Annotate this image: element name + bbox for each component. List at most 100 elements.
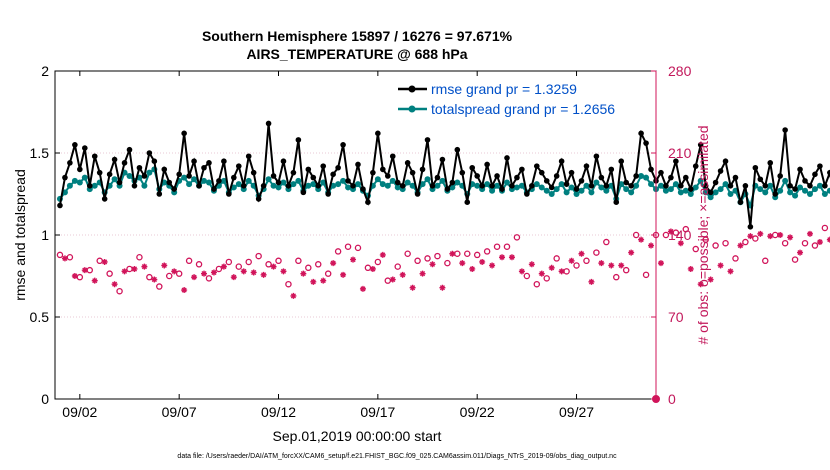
obs-assimilated-point <box>369 265 376 272</box>
spread-point <box>707 194 714 201</box>
right-y-axis-label: # of obs: o=possible; ×=assimilated <box>695 125 711 344</box>
obs-possible-point <box>473 251 481 259</box>
obs-possible-point <box>752 235 759 242</box>
obs-possible-point <box>136 254 143 261</box>
obs-assimilated-point <box>508 254 515 261</box>
rmse-point <box>146 150 153 156</box>
rmse-point <box>692 163 699 169</box>
spread-point <box>474 182 481 189</box>
obs-assimilated-point <box>71 273 78 279</box>
rmse-point <box>543 178 550 184</box>
x-tick-label: 09/22 <box>460 404 495 420</box>
obs-assimilated-point <box>250 269 257 276</box>
rmse-point <box>439 156 446 163</box>
left-y-tick-label: 0 <box>41 391 49 407</box>
obs-assimilated-point <box>697 281 704 288</box>
spread-point <box>374 176 381 183</box>
spread-point <box>821 191 828 197</box>
rmse-point <box>822 183 828 189</box>
rmse-point <box>270 173 277 179</box>
obs-assimilated-point <box>568 257 575 264</box>
obs-assimilated-point <box>280 268 287 275</box>
obs-assimilated-point <box>111 281 118 288</box>
rmse-point <box>424 137 431 143</box>
obs-possible-point <box>344 243 352 250</box>
rmse-point <box>479 183 485 189</box>
rmse-point <box>663 183 669 189</box>
rmse-point <box>538 169 545 176</box>
spread-point <box>802 187 809 194</box>
rmse-point <box>394 179 401 186</box>
rmse-point <box>320 163 327 169</box>
obs-assimilated-point <box>538 270 545 277</box>
gridlines <box>55 152 656 318</box>
obs-possible-point <box>295 257 302 265</box>
spread-point <box>777 187 784 194</box>
obs-assimilated-point <box>757 230 764 237</box>
obs-assimilated-point <box>290 292 297 299</box>
rmse-point <box>742 183 749 189</box>
obs-assimilated-point <box>657 260 664 267</box>
obs-assimilated-point <box>121 268 128 275</box>
rmse-point <box>305 166 312 173</box>
obs-possible-point <box>414 257 421 265</box>
spread-point <box>310 181 317 188</box>
obs-assimilated-point <box>816 239 823 246</box>
obs-possible-point <box>76 273 84 281</box>
spread-point <box>677 189 684 196</box>
rmse-point <box>106 171 113 178</box>
obs-possible-point <box>185 257 193 265</box>
rmse-point <box>325 191 331 197</box>
spread-point <box>389 177 396 184</box>
obs-assimilated-point <box>210 269 217 276</box>
spread-point <box>126 172 133 179</box>
obs-assimilated-point <box>171 268 178 275</box>
rmse-point <box>221 158 227 164</box>
spread-point <box>71 177 78 184</box>
rmse-point <box>151 158 158 164</box>
obs-possible-point <box>374 258 382 266</box>
rmse-point <box>335 164 341 171</box>
obs-possible-point <box>245 258 252 266</box>
obs-possible-point <box>424 255 431 262</box>
obs-assimilated-point <box>687 265 694 272</box>
spread-point <box>762 189 769 196</box>
rmse-point <box>216 178 222 184</box>
obs-assimilated-point <box>131 265 138 272</box>
obs-assimilated-point <box>181 287 188 294</box>
rmse-point <box>290 169 297 176</box>
obs-possible-point <box>672 229 680 236</box>
spread-point <box>270 182 277 189</box>
rmse-point <box>573 186 580 192</box>
obs-possible-point <box>771 231 779 239</box>
obs-possible-point <box>762 257 769 265</box>
spread-point <box>494 182 501 189</box>
rmse-point <box>553 173 560 179</box>
spread-point <box>722 181 729 188</box>
obs-possible-point <box>285 280 292 288</box>
obs-possible-point <box>106 270 113 277</box>
rmse-point <box>375 130 381 137</box>
spread-point <box>518 182 525 189</box>
spread-point <box>792 192 799 199</box>
rmse-point <box>464 199 471 205</box>
obs-possible-point <box>126 265 133 273</box>
spread-point <box>91 182 98 189</box>
spread-point <box>603 187 610 194</box>
obs-possible-point <box>384 277 392 284</box>
rmse-point <box>757 176 764 183</box>
spread-point <box>757 186 764 193</box>
rmse-point <box>285 183 292 189</box>
spread-point <box>767 182 774 189</box>
rmse-point <box>265 120 272 127</box>
rmse-point <box>126 146 133 153</box>
spread-point <box>806 191 813 197</box>
obs-assimilated-point <box>638 236 645 243</box>
obs-assimilated-point <box>101 258 108 265</box>
rmse-point <box>702 183 709 189</box>
obs-assimilated-point <box>260 271 267 278</box>
rmse-point <box>762 183 769 189</box>
obs-assimilated-point <box>677 240 684 247</box>
spread-point <box>702 189 709 196</box>
obs-possible-point <box>464 250 471 257</box>
